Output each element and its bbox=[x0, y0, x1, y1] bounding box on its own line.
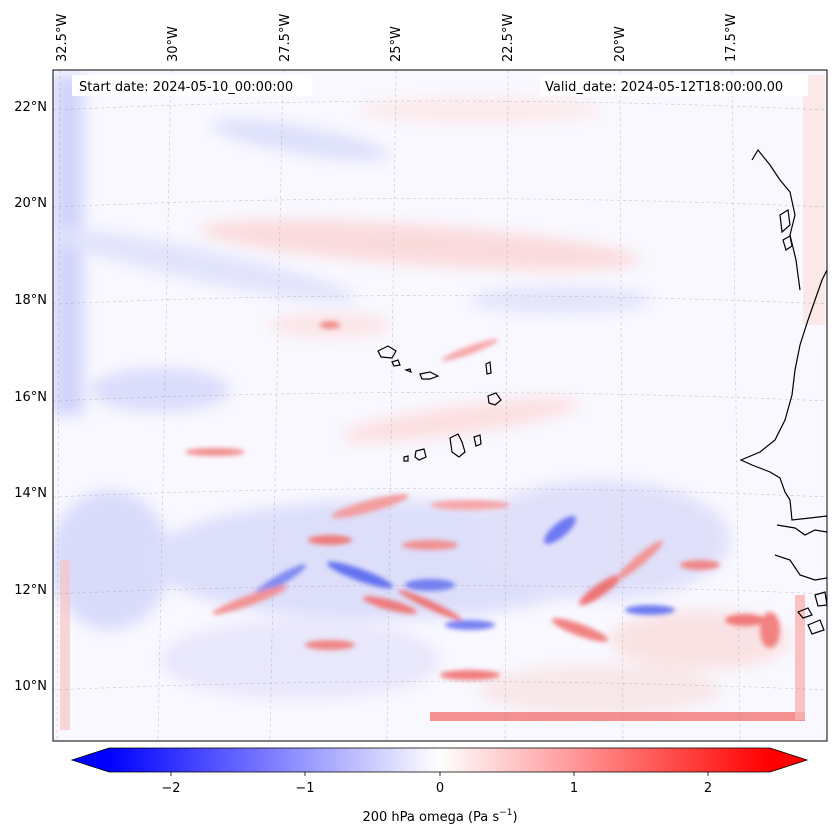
island-sal bbox=[485, 361, 492, 375]
island-sao-vicente bbox=[391, 359, 401, 367]
lon-label-22-5w: 22.5°W bbox=[501, 14, 516, 62]
island-fogo bbox=[414, 448, 427, 461]
west-africa-coastline bbox=[739, 269, 827, 521]
colorbar-tick-1: 1 bbox=[570, 781, 578, 796]
start-date-text: Start date: 2024-05-10_00:00:00 bbox=[79, 80, 293, 95]
lon-label-32-5w: 32.5°W bbox=[55, 14, 70, 62]
island-brava bbox=[403, 455, 409, 462]
valid-date-text: Valid_date: 2024-05-12T18:00:00.00 bbox=[545, 80, 783, 95]
gambia-coast bbox=[776, 524, 827, 536]
guinea-bissau-coast bbox=[774, 554, 827, 581]
lat-label-16n: 16°N bbox=[14, 390, 47, 405]
colorbar-extend-max bbox=[770, 748, 807, 772]
colorbar-gradient bbox=[109, 748, 770, 772]
colorbar-label-main: 200 hPa omega (Pa s bbox=[362, 810, 499, 825]
island-maio bbox=[473, 434, 482, 447]
lat-label-20n: 20°N bbox=[14, 196, 47, 211]
valid-date-box bbox=[540, 75, 808, 96]
colorbar: −2 −1 0 1 2 200 hPa omega (Pa s−1) bbox=[70, 747, 809, 825]
colorbar-tick-2: 2 bbox=[704, 781, 712, 796]
start-date-box bbox=[72, 75, 312, 96]
latitude-labels: 22°N 20°N 18°N 16°N 14°N 12°N 10°N bbox=[14, 100, 47, 694]
colorbar-label: 200 hPa omega (Pa s−1) bbox=[362, 808, 517, 825]
coastlines bbox=[377, 148, 827, 635]
lon-label-20w: 20°W bbox=[613, 26, 628, 62]
lat-label-22n: 22°N bbox=[14, 100, 47, 115]
colorbar-label-close: ) bbox=[512, 810, 517, 825]
map-frame bbox=[52, 69, 828, 742]
island-sao-nicolau bbox=[419, 371, 440, 380]
colorbar-outline bbox=[70, 747, 809, 773]
lon-label-30w: 30°W bbox=[166, 26, 181, 62]
coast-north-segment bbox=[751, 148, 801, 291]
senegal-estuary-2 bbox=[782, 235, 793, 251]
gridlines bbox=[53, 70, 827, 741]
lat-label-18n: 18°N bbox=[14, 293, 47, 308]
lat-label-12n: 12°N bbox=[14, 583, 47, 598]
colorbar-tick-neg2: −2 bbox=[161, 781, 180, 796]
bijagos-islands-1 bbox=[797, 607, 813, 619]
omega-field bbox=[53, 70, 827, 741]
lon-label-27-5w: 27.5°W bbox=[278, 14, 293, 62]
island-santa-luzia bbox=[404, 368, 412, 374]
island-boa-vista bbox=[487, 392, 502, 406]
lat-label-10n: 10°N bbox=[14, 679, 47, 694]
colorbar-tick-0: 0 bbox=[436, 781, 444, 796]
colorbar-extend-min bbox=[72, 748, 109, 772]
longitude-labels: 32.5°W 30°W 27.5°W 25°W 22.5°W 20°W 17.5… bbox=[55, 14, 739, 62]
island-santiago bbox=[449, 433, 466, 458]
lon-label-25w: 25°W bbox=[389, 26, 404, 62]
lon-label-17-5w: 17.5°W bbox=[724, 14, 739, 62]
colorbar-label-sup: −1 bbox=[499, 808, 512, 818]
colorbar-tick-neg1: −1 bbox=[295, 781, 314, 796]
lat-label-14n: 14°N bbox=[14, 486, 47, 501]
bijagos-islands-3 bbox=[814, 591, 827, 607]
senegal-estuary-1 bbox=[779, 208, 791, 234]
island-santo-antao bbox=[377, 345, 397, 359]
bijagos-islands-2 bbox=[807, 619, 825, 635]
